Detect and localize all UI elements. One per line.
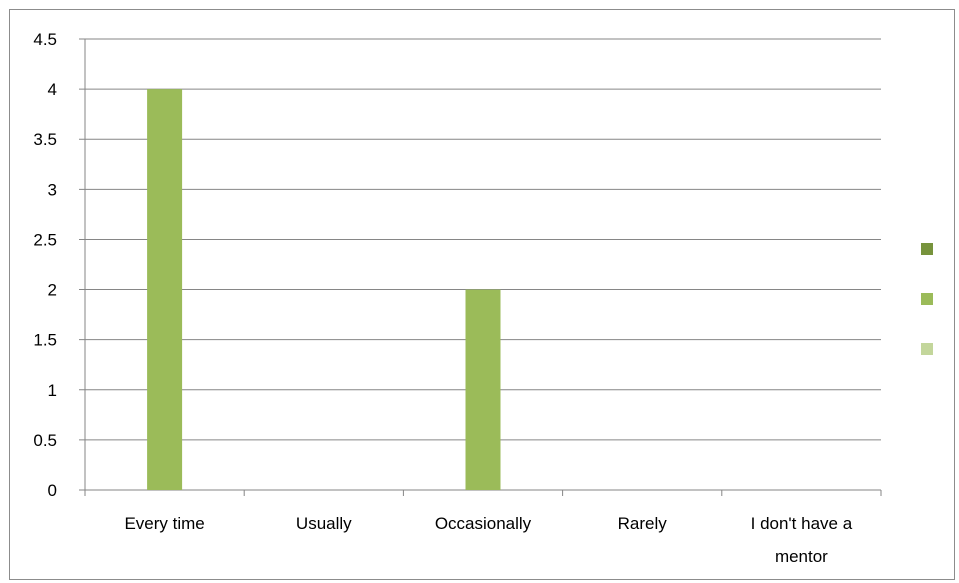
bar — [147, 89, 183, 490]
y-tick-label: 0.5 — [33, 431, 57, 450]
y-tick-label: 1.5 — [33, 331, 57, 350]
y-tick-label: 2 — [48, 281, 57, 300]
x-category-label: I don't have a — [751, 514, 853, 533]
y-tick-label: 2.5 — [33, 230, 57, 249]
y-tick-label: 1 — [48, 381, 57, 400]
y-tick-label: 3.5 — [33, 130, 57, 149]
bar — [465, 289, 501, 490]
legend — [921, 243, 933, 355]
bars — [147, 89, 501, 490]
legend-swatch — [921, 343, 933, 355]
y-tick-label: 3 — [48, 180, 57, 199]
gridlines — [79, 38, 881, 491]
y-axis-tick-labels: 0 0.5 1 1.5 2 2.5 3 3.5 4 4.5 — [33, 30, 57, 500]
y-tick-label: 0 — [48, 481, 57, 500]
legend-swatch — [921, 243, 933, 255]
x-category-label: Occasionally — [435, 514, 532, 533]
y-tick-label: 4.5 — [33, 30, 57, 49]
x-category-label: Every time — [124, 514, 204, 533]
x-category-label: Usually — [296, 514, 352, 533]
y-tick-label: 4 — [48, 80, 57, 99]
x-category-label: mentor — [775, 547, 828, 566]
x-axis — [84, 39, 882, 496]
x-axis-category-labels: Every time Usually Occasionally Rarely I don… — [124, 514, 852, 566]
legend-swatch — [921, 293, 933, 305]
x-category-label: Rarely — [618, 514, 668, 533]
